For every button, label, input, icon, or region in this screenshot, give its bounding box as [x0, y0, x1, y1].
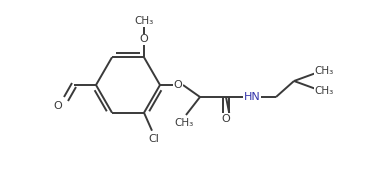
Text: HN: HN — [244, 92, 261, 102]
Text: CH₃: CH₃ — [134, 16, 153, 26]
Text: O: O — [174, 80, 183, 90]
Text: CH₃: CH₃ — [174, 118, 194, 128]
Text: Cl: Cl — [149, 134, 159, 144]
Text: O: O — [54, 101, 62, 111]
Text: CH₃: CH₃ — [314, 66, 334, 76]
Text: O: O — [139, 34, 148, 44]
Text: CH₃: CH₃ — [314, 86, 334, 96]
Text: O: O — [222, 114, 230, 124]
